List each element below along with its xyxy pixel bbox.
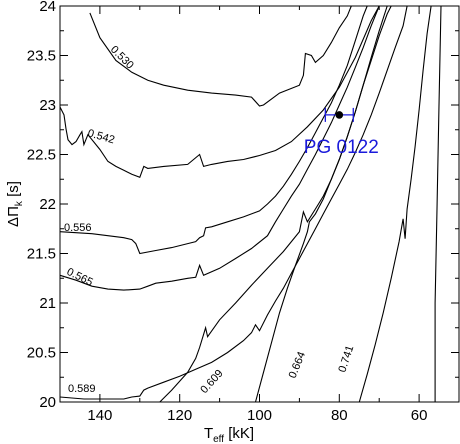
series-line-0-556 (59, 5, 368, 255)
series-line-hottest (434, 5, 442, 402)
series-line-0-741 (358, 5, 432, 403)
y-tick-label: 20 (39, 394, 56, 411)
series-line-0-664 (254, 5, 388, 403)
observation-point (335, 111, 344, 119)
curve-label-0-664: 0.664 (287, 350, 308, 380)
curve-label-0-530: 0.530 (108, 44, 136, 72)
curves (59, 5, 442, 403)
curve-label-0-542: 0.542 (86, 127, 116, 146)
x-axis-label: Teff [kK] (204, 425, 254, 444)
series-line-0-530 (89, 5, 352, 107)
series-line-0-542 (59, 5, 380, 179)
y-tick-label: 22 (39, 196, 56, 213)
y-tick-label: 21 (39, 295, 56, 312)
x-axis-label-sub: eff (213, 434, 224, 444)
x-tick-label: 140 (87, 407, 112, 424)
x-tick-label: 120 (167, 407, 192, 424)
series-line-0-589 (59, 5, 408, 400)
ticks: 140 120 100 80 60 20 20.5 21 21.5 22 22.5 23 23.5 24 (27, 0, 460, 424)
plot-frame (59, 5, 460, 403)
x-tick-label: 80 (331, 407, 348, 424)
observation-label: PG 0122 (304, 137, 379, 158)
y-axis-label-main: ΔΠ (5, 206, 22, 227)
y-tick-label: 24 (39, 0, 56, 15)
x-axis-label-unit: [kK] (224, 425, 254, 442)
y-axis-label: ΔΠk [s] (5, 181, 25, 227)
observation: PG 0122 (304, 107, 379, 158)
curve-label-0-556: 0.556 (64, 222, 92, 234)
curve-label-0-609: 0.609 (198, 368, 225, 396)
curve-label-0-565: 0.565 (65, 266, 95, 289)
y-tick-label: 23 (39, 97, 56, 114)
x-tick-label: 100 (247, 407, 272, 424)
y-axis-label-unit: [s] (5, 181, 22, 201)
y-tick-label: 21.5 (27, 246, 56, 263)
y-tick-label: 20.5 (27, 345, 56, 362)
x-axis-label-main: T (204, 425, 213, 442)
curve-label-0-741: 0.741 (336, 344, 356, 374)
curve-label-0-589: 0.589 (68, 383, 96, 395)
series-line-0-565 (59, 5, 380, 291)
y-tick-label: 23.5 (27, 48, 56, 65)
y-axis-label-sub: k (14, 200, 25, 206)
curve-labels: 0.530 0.542 0.556 0.565 0.589 0.609 0.664 0.741 (64, 44, 356, 396)
y-tick-label: 22.5 (27, 147, 56, 164)
x-tick-label: 60 (411, 407, 428, 424)
